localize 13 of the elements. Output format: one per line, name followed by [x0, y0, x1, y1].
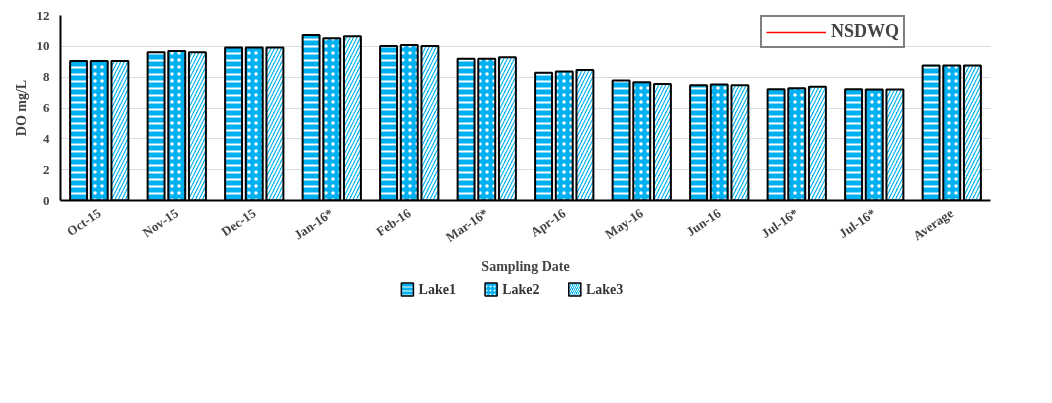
legend-label: Lake2	[502, 282, 540, 297]
y-tick-label: 12	[36, 7, 50, 23]
y-tick-label: 6	[43, 100, 50, 115]
legend-label: NSDWQ	[831, 21, 900, 42]
y-tick-label: 10	[36, 38, 50, 54]
legend-label: Lake3	[585, 282, 624, 297]
y-axis-title: DO mg/L	[13, 79, 29, 137]
legend-label: Lake1	[418, 282, 456, 297]
y-tick-label: 4	[43, 130, 50, 146]
y-tick-label: 2	[43, 161, 50, 177]
x-axis-title: Sampling Date	[481, 258, 570, 274]
y-tick-label: 8	[43, 69, 50, 85]
y-tick-label: 0	[43, 192, 50, 208]
